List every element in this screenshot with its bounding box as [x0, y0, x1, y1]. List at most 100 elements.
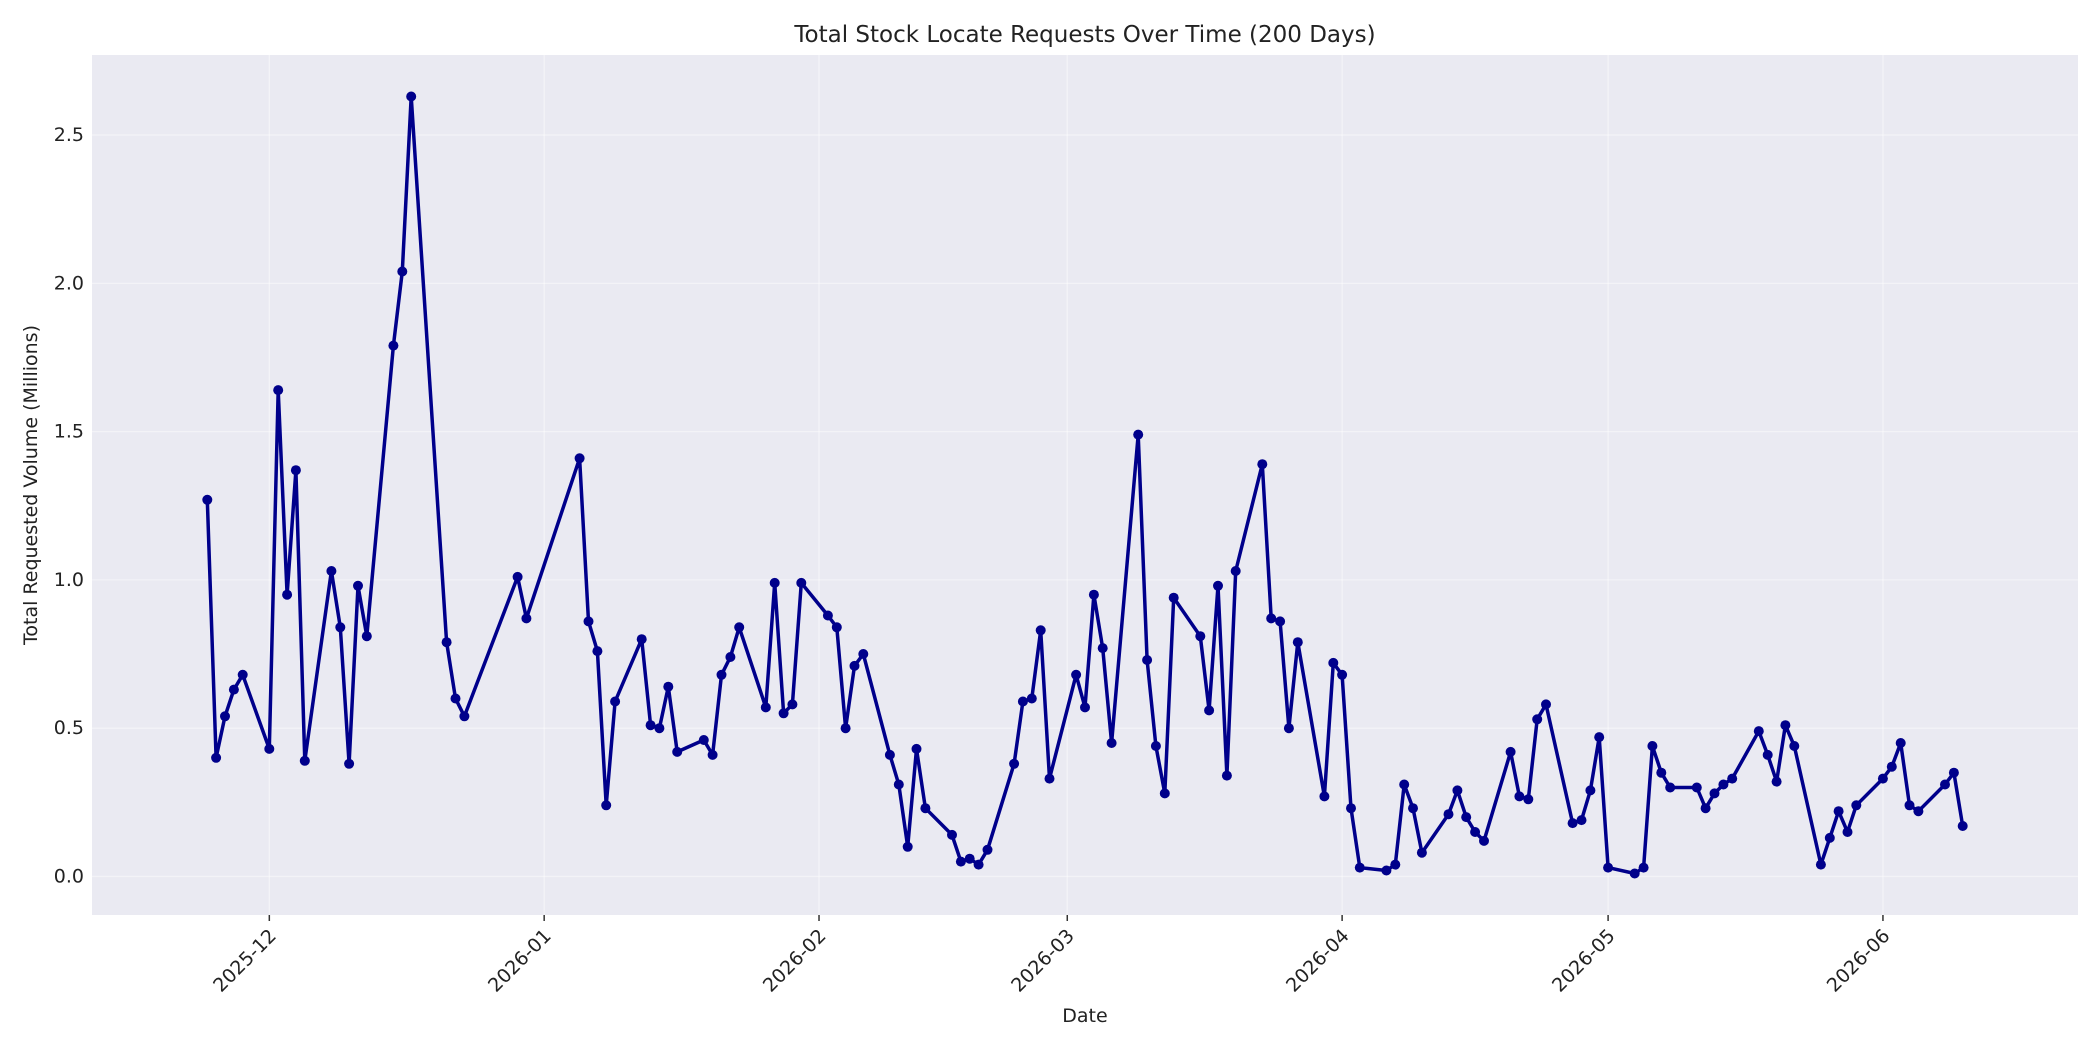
data-point	[1266, 613, 1277, 624]
data-point	[840, 723, 851, 734]
data-point	[237, 669, 248, 680]
data-point	[1080, 702, 1090, 713]
data-point	[361, 631, 372, 642]
data-point	[1097, 643, 1108, 654]
data-point	[1257, 459, 1268, 470]
data-point	[1700, 803, 1711, 814]
data-point	[1461, 812, 1472, 823]
data-point	[672, 746, 683, 757]
data-point	[778, 708, 789, 719]
data-point	[592, 646, 603, 657]
plot-background	[92, 55, 2078, 915]
data-point	[964, 853, 975, 864]
data-point	[1416, 847, 1427, 858]
data-point	[353, 580, 363, 591]
data-point	[326, 566, 337, 576]
data-point	[1133, 429, 1144, 440]
data-point	[1337, 669, 1348, 680]
data-point	[1877, 773, 1888, 784]
data-point	[1771, 776, 1782, 787]
data-point	[1957, 821, 1968, 831]
data-point	[1940, 779, 1950, 790]
data-point	[1665, 782, 1676, 793]
data-point	[1213, 580, 1223, 591]
data-point	[955, 856, 966, 867]
data-point	[1638, 862, 1649, 873]
data-point	[1895, 738, 1906, 748]
data-point	[1824, 832, 1835, 843]
data-point	[1691, 782, 1702, 793]
data-point	[822, 610, 833, 621]
data-point	[1159, 788, 1170, 799]
data-point	[459, 711, 470, 722]
data-point	[1044, 773, 1055, 784]
data-point	[1292, 637, 1303, 648]
data-point	[406, 91, 417, 102]
data-point	[1576, 815, 1587, 826]
data-point	[1904, 800, 1915, 811]
data-point	[1833, 806, 1844, 817]
data-point	[1106, 738, 1117, 748]
data-point	[973, 859, 984, 870]
data-point	[1718, 779, 1729, 790]
data-point	[299, 755, 310, 766]
y-tick-label: 1.0	[54, 569, 84, 591]
data-point	[1656, 767, 1667, 778]
data-point	[636, 634, 647, 645]
data-point	[1443, 809, 1454, 820]
data-point	[884, 749, 895, 760]
data-point	[902, 841, 913, 852]
data-point	[760, 702, 771, 713]
data-point	[574, 453, 585, 464]
data-point	[1567, 818, 1578, 829]
data-point	[1088, 589, 1099, 600]
data-point	[583, 616, 594, 627]
data-point	[441, 637, 452, 648]
data-point	[1009, 758, 1020, 769]
data-point	[1195, 631, 1206, 642]
data-point	[831, 622, 842, 633]
y-tick-label: 0.5	[54, 717, 84, 739]
data-point	[1230, 566, 1241, 576]
data-point	[290, 465, 301, 476]
data-point	[450, 693, 461, 704]
data-point	[1399, 779, 1410, 790]
data-point	[1035, 625, 1046, 636]
data-point	[1886, 761, 1897, 772]
data-point	[1762, 749, 1773, 760]
data-point	[698, 735, 709, 745]
y-tick-label: 0.0	[54, 865, 84, 887]
data-point	[264, 743, 275, 754]
data-point	[645, 720, 656, 731]
data-point	[1505, 746, 1516, 757]
data-point	[1071, 669, 1082, 680]
data-point	[512, 571, 523, 582]
data-point	[1150, 741, 1161, 751]
y-axis-label: Total Requested Volume (Millions)	[20, 325, 42, 646]
data-point	[1709, 788, 1720, 799]
data-point	[1390, 859, 1401, 870]
x-tick-label: 2026-06	[1823, 925, 1895, 997]
data-point	[211, 752, 222, 763]
x-tick-label: 2026-01	[484, 925, 556, 997]
x-tick-label: 2026-05	[1548, 925, 1620, 997]
data-point	[1354, 862, 1365, 873]
data-point	[769, 577, 780, 588]
gridlines	[92, 55, 2078, 915]
data-point	[521, 613, 532, 624]
data-point	[1603, 862, 1614, 873]
data-point	[893, 779, 904, 790]
data-point	[1514, 791, 1525, 802]
data-point	[601, 800, 612, 811]
data-point	[1346, 803, 1356, 814]
chart-title: Total Stock Locate Requests Over Time (2…	[793, 22, 1375, 48]
data-point	[1585, 785, 1596, 796]
data-point	[716, 669, 727, 680]
data-point	[397, 266, 408, 277]
data-point	[1647, 741, 1658, 751]
x-axis-label: Date	[1062, 1005, 1107, 1027]
data-point	[273, 385, 284, 396]
data-point	[725, 652, 736, 662]
data-point	[707, 749, 718, 760]
data-point	[1328, 657, 1339, 668]
